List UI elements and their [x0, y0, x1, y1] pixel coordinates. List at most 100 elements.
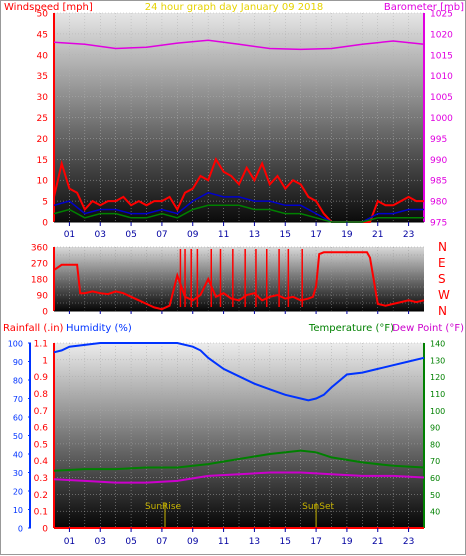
wind-y-tick-label: 25	[37, 114, 48, 124]
temperature-y-tick-label: 70	[430, 457, 440, 466]
rain-y-tick-label: 0.9	[34, 373, 49, 383]
wind-y-tick-label: 5	[42, 198, 48, 208]
wind-x-tick-label: 13	[249, 230, 260, 240]
humidity-line	[53, 342, 425, 402]
wind-x-tick-label: 23	[403, 230, 414, 240]
baro-y-tick-label: 1005	[430, 93, 453, 103]
rainfall-axis-title: Rainfall (.in)	[3, 323, 64, 334]
wind-x-tick-label: 19	[341, 230, 353, 240]
direction-y-tick-label: 0	[42, 308, 48, 318]
humidity-x-tick-label: 03	[95, 537, 106, 547]
temperature-y-tick-label: 50	[430, 491, 440, 500]
rain-y-tick-label: 0	[42, 525, 48, 535]
baro-y-tick-label: 1015	[430, 51, 453, 61]
humidity-y-tick-label: 40	[13, 451, 23, 460]
baro-y-tick-label: 1010	[430, 72, 453, 82]
temperature-y-tick-label: 130	[430, 356, 445, 365]
wind-x-tick-label: 11	[218, 230, 229, 240]
direction-y-tick-label: 360	[31, 244, 48, 254]
humidity-y-tick-label: 80	[13, 377, 23, 386]
wind-y-tick-label: 10	[37, 177, 49, 187]
temperature-y-tick-label: 90	[430, 424, 440, 433]
temperature-y-tick-label: 40	[430, 508, 440, 517]
baro-y-tick-label: 1020	[430, 30, 453, 40]
baro-y-tick-label: 990	[430, 156, 447, 166]
temperature-y-tick-label: 100	[430, 407, 445, 416]
rain-y-tick-label: 0.7	[34, 407, 48, 417]
rain-y-tick-label: 0.5	[34, 440, 48, 450]
rain-y-tick-label: 0.6	[34, 424, 49, 434]
humidity-x-tick-label: 11	[218, 537, 229, 547]
humidity-axis-title: Humidity (%)	[66, 323, 132, 334]
wind-y-tick-label: 45	[37, 30, 48, 40]
humidity-x-tick-label: 23	[403, 537, 414, 547]
temperature-y-tick-label: 60	[430, 474, 440, 483]
temperature-y-tick-label: 110	[430, 390, 445, 399]
humidity-y-tick-label: 50	[13, 432, 23, 441]
humidity-x-tick-label: 19	[341, 537, 353, 547]
humidity-y-tick-label: 20	[13, 488, 23, 497]
humidity-x-tick-label: 07	[156, 537, 167, 547]
humidity-x-tick-label: 05	[125, 537, 136, 547]
rain-y-tick-label: 0.4	[34, 457, 49, 467]
rain-y-tick-label: 0.2	[34, 491, 48, 501]
humidity-x-tick-label: 15	[280, 537, 291, 547]
humidity-y-tick-label: 0	[18, 525, 23, 534]
baro-y-tick-label: 1025	[430, 10, 453, 20]
direction-y-tick-label: 270	[31, 260, 48, 270]
barometer-y-axis-title: Barometer [mb]	[384, 2, 464, 13]
wind-x-tick-label: 21	[372, 230, 383, 240]
temperature-axis-title: Temperature (°F)	[308, 323, 394, 334]
humidity-y-tick-label: 10	[13, 506, 23, 515]
humidity-x-tick-label: 17	[310, 537, 321, 547]
baro-y-tick-label: 995	[430, 135, 447, 145]
wind-x-tick-label: 05	[125, 230, 136, 240]
direction-y-tick-label: 90	[37, 292, 49, 302]
wind-y-tick-label: 30	[37, 93, 49, 103]
wind-y-tick-label: 40	[37, 51, 49, 61]
baro-y-tick-label: 975	[430, 219, 447, 229]
temperature-y-tick-label: 140	[430, 340, 445, 349]
temperature-line	[53, 449, 425, 472]
wind-x-tick-label: 09	[187, 230, 199, 240]
humidity-y-tick-label: 30	[13, 469, 23, 478]
humidity-y-tick-label: 100	[8, 340, 23, 349]
baro-y-tick-label: 985	[430, 177, 447, 187]
compass-label: W	[438, 288, 450, 302]
rain-y-tick-label: 1.1	[34, 340, 48, 350]
baro-y-tick-label: 1000	[430, 114, 453, 124]
wind-direction-line	[53, 251, 425, 311]
compass-label: S	[438, 272, 446, 286]
wind-x-tick-label: 07	[156, 230, 167, 240]
humidity-x-tick-label: 21	[372, 537, 383, 547]
humidity-x-tick-label: 13	[249, 537, 260, 547]
rain-y-tick-label: 0.3	[34, 474, 48, 484]
wind-y-tick-label: 50	[37, 10, 49, 20]
wind-y-tick-label: 35	[37, 72, 48, 82]
compass-label: N	[438, 240, 447, 254]
sunset-label: SunSet	[302, 502, 334, 512]
rain-y-tick-label: 0.1	[34, 508, 48, 518]
wind-speed-line	[53, 204, 424, 223]
barometer-line	[53, 39, 425, 51]
humidity-y-tick-label: 60	[13, 414, 23, 423]
chart-title: 24 hour graph day January 09 2018	[145, 2, 323, 13]
humidity-x-tick-label: 09	[187, 537, 199, 547]
wind-y-tick-label: 15	[37, 156, 48, 166]
wind-x-tick-label: 15	[280, 230, 291, 240]
humidity-y-tick-label: 70	[13, 395, 23, 404]
rain-y-tick-label: 1	[42, 356, 48, 366]
wind-y-tick-label: 20	[37, 135, 49, 145]
wind-y-tick-label: 0	[42, 219, 48, 229]
dew-point-line	[53, 471, 425, 484]
compass-label: N	[438, 304, 447, 318]
humidity-y-tick-label: 90	[13, 358, 23, 367]
wind-x-tick-label: 01	[64, 230, 75, 240]
humidity-x-tick-label: 01	[64, 537, 75, 547]
sunrise-label: SunRise	[145, 502, 182, 512]
rain-y-tick-label: 0.8	[34, 390, 49, 400]
direction-y-tick-label: 180	[31, 276, 48, 286]
wind-y-axis-title: Windspeed [mph]	[4, 2, 93, 13]
